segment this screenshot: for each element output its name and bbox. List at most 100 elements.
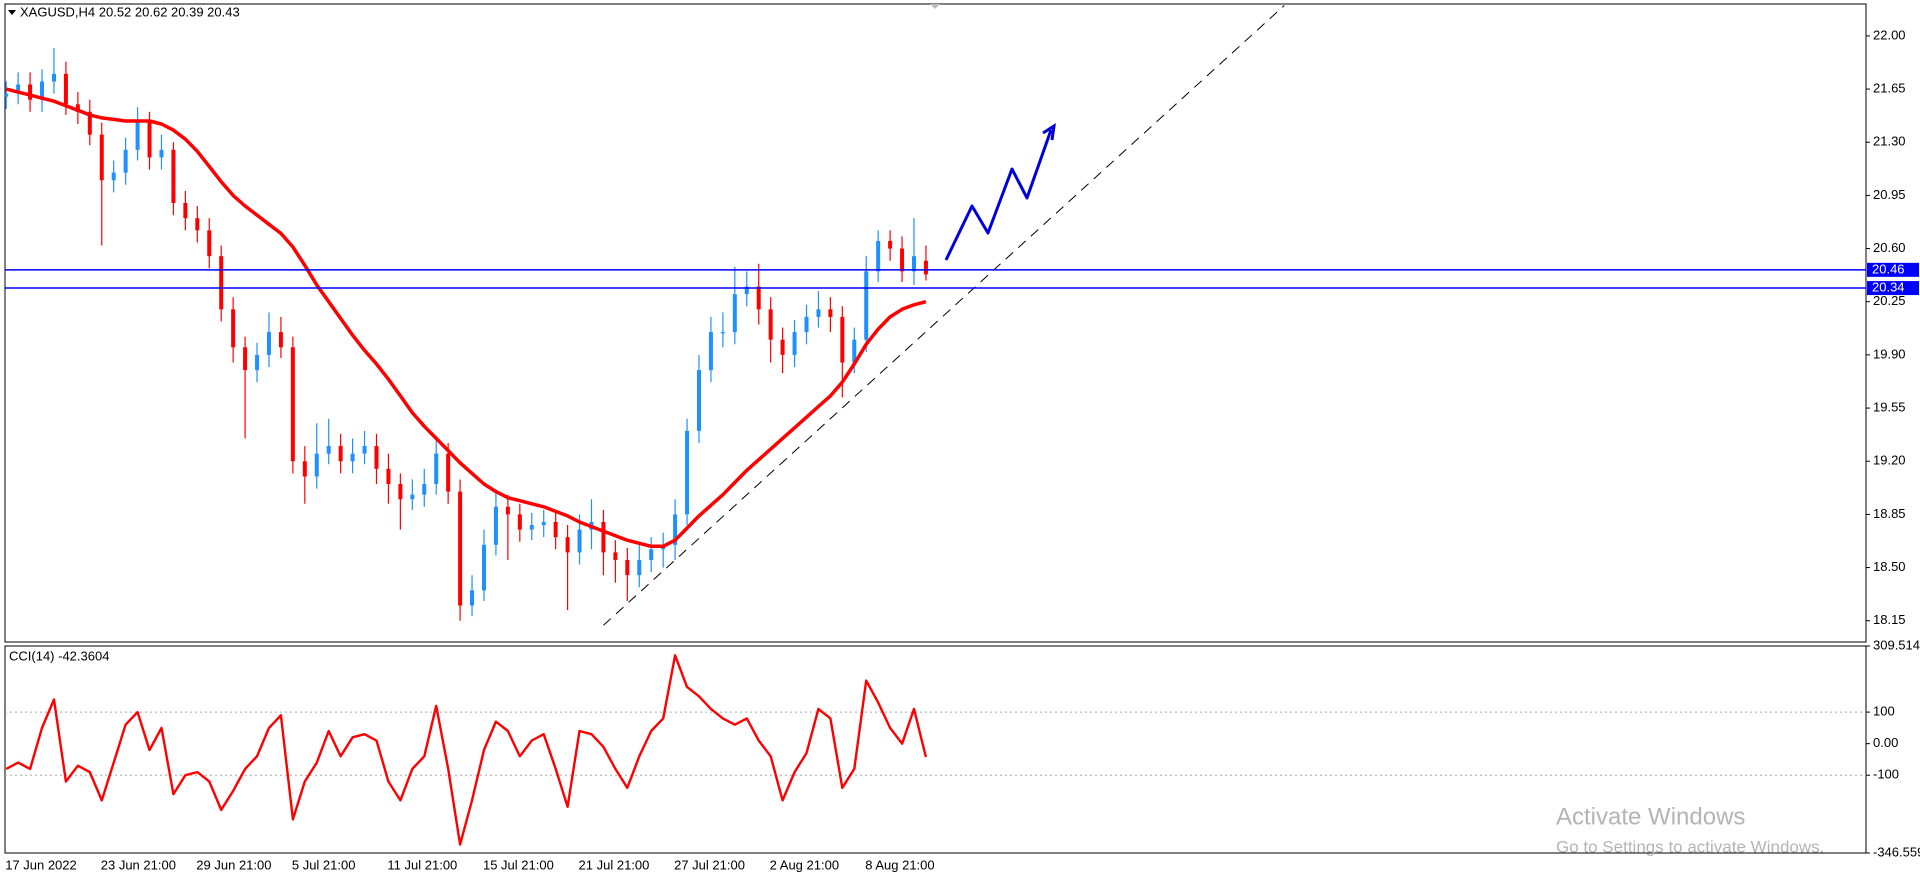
candle-body: [422, 484, 427, 495]
arrow-head: [1042, 122, 1056, 141]
y-tick-label: 20.95: [1873, 187, 1906, 202]
candle-body: [673, 514, 678, 545]
candle-body: [852, 339, 857, 363]
candle-body: [720, 332, 725, 334]
candle-body: [40, 81, 45, 100]
candle-body: [338, 446, 343, 462]
projection-arrow: [944, 129, 1053, 261]
candle-body: [374, 446, 379, 469]
level-price-box: [1867, 281, 1919, 296]
level-price-label: 20.34: [1872, 279, 1905, 294]
main-plot: [5, 5, 1866, 626]
y-tick-label: 19.55: [1873, 400, 1906, 415]
candle-body: [326, 446, 331, 454]
candle-body: [350, 453, 355, 462]
candle-body: [529, 525, 534, 530]
candle-body: [63, 73, 68, 105]
cci-line: [5, 654, 928, 846]
y-tick-label: 18.15: [1873, 612, 1906, 627]
y-tick-label: 22.00: [1873, 27, 1906, 42]
candle-body: [398, 484, 403, 500]
candle-body: [625, 559, 630, 576]
candle-body: [219, 256, 224, 310]
candle-body: [708, 332, 713, 371]
watermark-subtitle: Go to Settings to activate Windows.: [1556, 837, 1824, 856]
cci-panel: [4, 645, 1867, 854]
candle-body: [16, 84, 21, 94]
y-tick-label: 20.60: [1873, 240, 1906, 255]
x-tick-label: 15 Jul 21:00: [483, 857, 554, 872]
y-tick-label: 0.00: [1873, 735, 1898, 750]
menu-triangle: [8, 10, 16, 15]
candle-body: [744, 286, 749, 295]
candle-body: [231, 309, 236, 348]
candle-body: [792, 332, 797, 355]
candle-body: [195, 218, 200, 231]
candle-body: [804, 316, 809, 333]
candle-body: [314, 453, 319, 477]
x-tick-label: 2 Aug 21:00: [770, 857, 839, 872]
candle-body: [541, 521, 546, 526]
candle-body: [75, 104, 80, 112]
candle-body: [840, 316, 845, 363]
x-tick-label: 21 Jul 21:00: [579, 857, 650, 872]
candle-body: [553, 521, 558, 538]
level-price-label: 20.46: [1872, 261, 1905, 276]
y-tick-label: 19.20: [1873, 453, 1906, 468]
y-tick-label: 19.90: [1873, 346, 1906, 361]
candle-body: [147, 119, 152, 158]
watermark-title: Activate Windows: [1556, 803, 1745, 830]
x-tick-label: 11 Jul 21:00: [387, 857, 457, 872]
main-title: XAGUSD,H4 20.52 20.62 20.39 20.43: [20, 4, 240, 19]
x-tick-label: 23 Jun 21:00: [101, 857, 176, 872]
candle-body: [637, 559, 642, 576]
candle-body: [828, 309, 833, 317]
y-tick-label: 100: [1873, 704, 1895, 719]
y-tick-label: 309.514: [1873, 637, 1920, 652]
candle-body: [255, 354, 260, 371]
candle-body: [446, 453, 451, 492]
candle-body: [171, 149, 176, 203]
x-tick-label: 27 Jul 21:00: [674, 857, 745, 872]
candle-body: [135, 119, 140, 150]
y-tick-label: 21.65: [1873, 81, 1906, 96]
y-tick-label: -346.559: [1873, 844, 1920, 859]
candle-body: [911, 256, 916, 272]
axes: 22.00 21.65 21.30 20.95 20.60 20.25 19.90 19.55…: [5, 27, 1920, 872]
candle-body: [470, 590, 475, 606]
candle-body: [410, 494, 415, 500]
candle-body: [493, 506, 498, 545]
candle-body: [780, 339, 785, 355]
candle-body: [87, 111, 92, 135]
cci-title: CCI(14) -42.3604: [9, 648, 109, 663]
candle-body: [302, 461, 307, 477]
candle-body: [123, 149, 128, 173]
candle-body: [685, 430, 690, 515]
x-tick-label: 5 Jul 21:00: [292, 857, 356, 872]
candle-body: [99, 134, 104, 181]
candle-body: [601, 521, 606, 553]
x-tick-label: 17 Jun 2022: [5, 857, 77, 872]
y-tick-label: 18.50: [1873, 559, 1906, 574]
candle-body: [278, 332, 283, 348]
candle-body: [28, 84, 33, 100]
cci-plot: [5, 654, 1866, 846]
candle-body: [923, 260, 928, 275]
shift-marker: [930, 4, 940, 9]
trend-line: [603, 5, 1285, 626]
candle-body: [266, 332, 271, 355]
candle-body: [362, 446, 367, 454]
candle-body: [900, 248, 905, 272]
candle-body: [111, 172, 116, 181]
candle-body: [481, 544, 486, 591]
y-tick-label: -100: [1873, 767, 1899, 782]
candle-body: [207, 230, 212, 257]
candle-body: [876, 240, 881, 272]
candle-body: [458, 491, 463, 606]
candle-body: [577, 529, 582, 553]
candle-body: [864, 271, 869, 340]
candle-body: [290, 347, 295, 462]
candle-body: [696, 370, 701, 431]
candle-body: [565, 537, 570, 553]
